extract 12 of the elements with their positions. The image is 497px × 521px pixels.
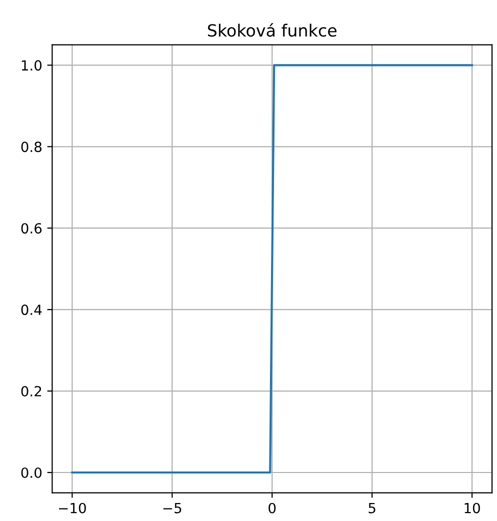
y-tick-label: 0.0	[21, 467, 42, 478]
y-tick-label: 1.0	[22, 60, 42, 71]
x-tick-label: −5	[163, 503, 182, 514]
y-tick-label: 0.2	[21, 386, 42, 397]
x-tick-label: −10	[58, 502, 86, 514]
x-tick-label: 10	[464, 502, 480, 514]
chart-title: Skoková funkce	[208, 23, 336, 37]
y-tick-label: 0.6	[21, 223, 42, 234]
y-tick-label: 0.4	[21, 304, 42, 316]
x-tick-label: 0	[268, 502, 276, 514]
y-tick-label: 0.8	[21, 142, 42, 152]
x-tick-label: 5	[368, 503, 376, 514]
